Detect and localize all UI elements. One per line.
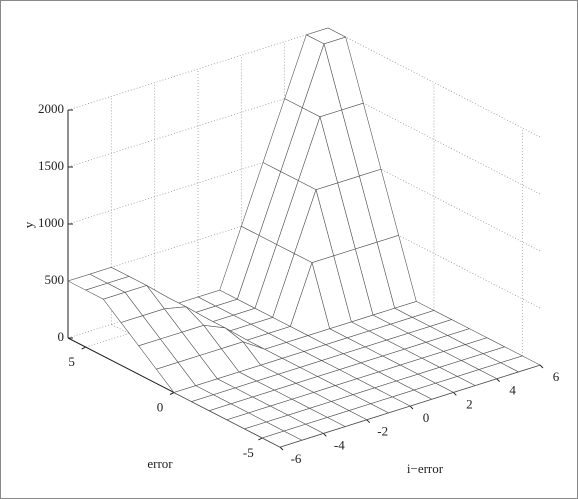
y-tick	[258, 437, 263, 441]
grid-line	[327, 27, 541, 138]
x-tick-label: -4	[334, 437, 345, 452]
y-tick	[81, 346, 86, 350]
z-axis-label: y	[21, 221, 36, 228]
x-axis-label: i−error	[407, 461, 444, 476]
grid-line	[67, 27, 329, 111]
x-tick-label: 4	[509, 383, 516, 398]
x-tick-label: 6	[553, 369, 560, 384]
grid-line	[67, 255, 329, 339]
x-tick	[539, 364, 544, 369]
grid-line	[67, 141, 329, 225]
x-tick	[279, 446, 284, 451]
x-tick-label: -2	[377, 424, 388, 439]
x-tick	[409, 405, 414, 410]
z-tick-label: 1000	[38, 215, 64, 230]
surface-patch	[261, 430, 303, 448]
y-axis-label: error	[147, 456, 173, 471]
z-tick-label: 0	[58, 329, 65, 344]
z-tick-label: 1500	[38, 158, 64, 173]
x-tick-label: 0	[423, 410, 430, 425]
y-tick-label: -5	[243, 445, 254, 460]
y-tick-label: 5	[68, 354, 75, 369]
x-tick	[496, 378, 501, 383]
x-tick	[322, 432, 327, 437]
grid-line	[67, 84, 329, 168]
z-tick-label: 500	[45, 272, 65, 287]
x-tick-label: -6	[291, 451, 302, 466]
y-tick	[169, 392, 175, 395]
z-tick-label: 2000	[38, 101, 64, 116]
x-tick-label: 2	[466, 396, 473, 411]
x-tick	[452, 391, 457, 396]
x-tick	[366, 419, 371, 424]
y-tick-label: 0	[157, 399, 164, 414]
